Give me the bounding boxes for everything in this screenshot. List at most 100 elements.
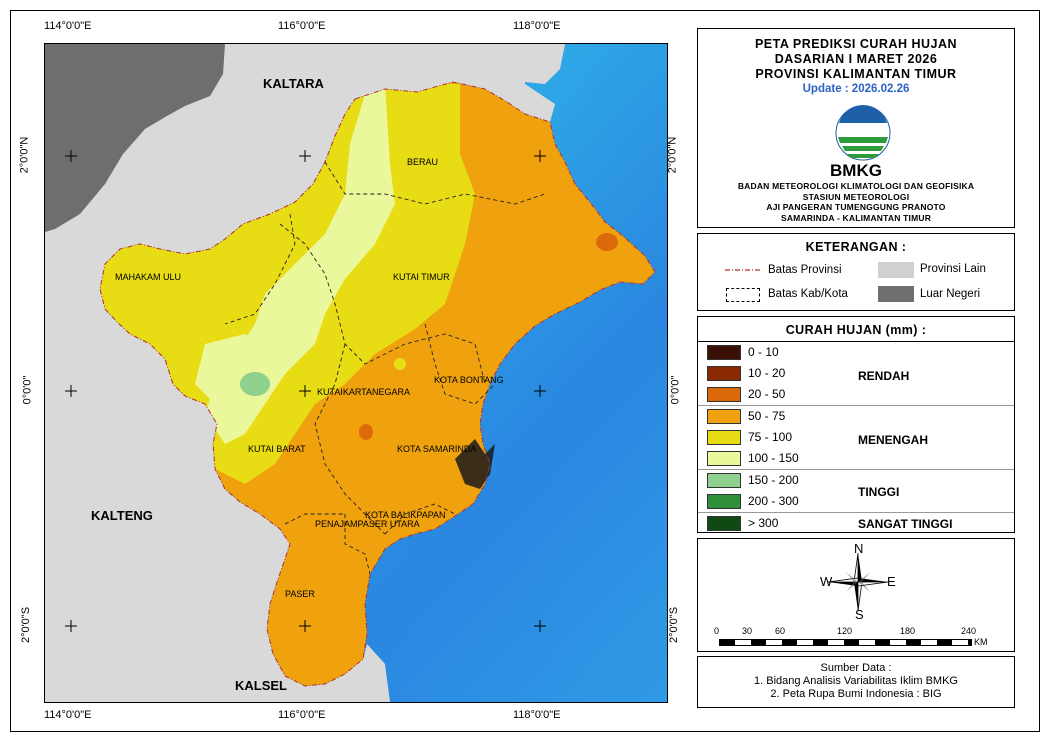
source-title: Sumber Data : — [820, 662, 892, 674]
scale-tick-120: 120 — [837, 626, 853, 636]
label-kota-bontang: KOTA BONTANG — [434, 375, 504, 385]
coord-bottom-114: 114°0'0"E — [44, 709, 92, 721]
rainfall-range: 20 - 50 — [748, 387, 786, 401]
rainfall-class-row: 10 - 20 — [698, 362, 1014, 383]
label-paser: PASER — [285, 589, 315, 599]
compass-rose-icon — [827, 552, 889, 612]
coord-left-2s: 2°0'0"S — [20, 606, 33, 644]
rainfall-swatch — [707, 516, 741, 531]
label-kota-samarinda: KOTA SAMARINDA — [397, 444, 476, 454]
label-kalsel: KALSEL — [235, 678, 287, 693]
legend-batas-kab: Batas Kab/Kota — [768, 288, 848, 300]
rainfall-range: 50 - 75 — [748, 409, 786, 423]
station-name: STASIUN METEOROLOGI — [802, 191, 910, 202]
rainfall-range: 200 - 300 — [748, 494, 799, 508]
rainfall-legend-panel: CURAH HUJAN (mm) : 0 - 10 10 - 20 20 - 5… — [697, 316, 1015, 533]
keterangan-title: KETERANGAN : — [805, 240, 907, 254]
rainfall-map: KALTARA KALTENG KALSEL BERAU MAHAKAM ULU… — [44, 43, 668, 703]
label-kutai-barat: KUTAI BARAT — [248, 444, 306, 454]
source-line2: 2. Peta Rupa Bumi Indonesia : BIG — [770, 688, 942, 700]
label-kota-balikpapan: KOTA BALIKPAPAN — [365, 510, 446, 520]
map-frame — [10, 10, 1040, 732]
other-province-swatch — [878, 262, 914, 278]
rainfall-class-row: 20 - 50 — [698, 383, 1014, 404]
scale-tick-180: 180 — [900, 626, 916, 636]
rainfall-range: 75 - 100 — [748, 430, 793, 444]
coord-top-114: 114°0'0"E — [44, 20, 92, 32]
update-date: Update : 2026.02.26 — [802, 83, 910, 95]
rainfall-swatch — [707, 494, 741, 509]
category-rendah: RENDAH — [858, 369, 910, 383]
coord-left-2n: 2°0'0"N — [18, 136, 31, 174]
compass-n: N — [854, 541, 864, 556]
rainfall-swatch — [707, 451, 741, 466]
legend-batas-provinsi: Batas Provinsi — [768, 264, 842, 276]
map-svg: KALTARA KALTENG KALSEL BERAU MAHAKAM ULU… — [45, 44, 667, 702]
source-line1: 1. Bidang Analisis Variabilitas Iklim BM… — [754, 675, 958, 687]
rainfall-class-row: 100 - 150 — [698, 447, 1014, 468]
coord-top-116: 116°0'0"E — [278, 20, 326, 32]
rainfall-class-row: 200 - 300 — [698, 490, 1014, 511]
category-tinggi: TINGGI — [858, 485, 900, 499]
rainfall-class-row: 75 - 100 — [698, 426, 1014, 447]
coord-bottom-116: 116°0'0"E — [278, 709, 326, 721]
rainfall-range: > 300 — [748, 516, 779, 530]
rainfall-range: 0 - 10 — [748, 345, 779, 359]
rainfall-swatch — [707, 430, 741, 445]
rainfall-range: 100 - 150 — [748, 451, 799, 465]
scale-tick-60: 60 — [775, 626, 786, 636]
label-kutai-kartanegara: KUTAIKARTANEGARA — [317, 387, 410, 397]
label-penajam-paser-utara: PENAJAMPASER UTARA — [315, 519, 420, 529]
coord-bottom-118: 118°0'0"E — [513, 709, 561, 721]
rainfall-swatch — [707, 387, 741, 402]
legend-provinsi-lain: Provinsi Lain — [920, 263, 986, 275]
map-title-line1: PETA PREDIKSI CURAH HUJAN — [754, 37, 958, 51]
province-boundary-symbol — [725, 269, 761, 271]
compass-scale-panel: N S E W 0 30 60 120 180 240 KM — [697, 538, 1015, 652]
rainfall-range: 10 - 20 — [748, 366, 786, 380]
rainfall-class-row: > 300 — [698, 512, 1014, 533]
coord-left-0: 0°0'0" — [21, 375, 34, 405]
rainfall-swatch — [707, 409, 741, 424]
label-mahakam-ulu: MAHAKAM ULU — [115, 272, 181, 282]
rainfall-class-row: 50 - 75 — [698, 405, 1014, 426]
label-kalteng: KALTENG — [91, 508, 153, 523]
coord-right-2s: 2°0'0"S — [668, 606, 681, 644]
rainfall-class-row: 0 - 10 — [698, 341, 1014, 362]
category-sangat-tinggi: SANGAT TINGGI — [858, 517, 953, 531]
rainfall-swatch — [707, 473, 741, 488]
rainfall-swatch — [707, 366, 741, 381]
station-location: SAMARINDA - KALIMANTAN TIMUR — [780, 212, 932, 223]
scale-tick-30: 30 — [742, 626, 753, 636]
rainfall-legend-title: CURAH HUJAN (mm) : — [785, 323, 927, 337]
map-title-line2: DASARIAN I MARET 2026 — [774, 52, 938, 66]
coord-right-2n: 2°0'0"N — [666, 136, 679, 174]
legend-luar-negeri: Luar Negeri — [920, 288, 981, 300]
kab-boundary-symbol — [726, 288, 760, 302]
foreign-country-swatch — [878, 286, 914, 302]
rainfall-swatch — [707, 345, 741, 360]
scale-tick-240: 240 — [961, 626, 977, 636]
rainfall-range: 150 - 200 — [748, 473, 799, 487]
station-full-name: AJI PANGERAN TUMENGGUNG PRANOTO — [766, 202, 946, 212]
source-panel: Sumber Data : 1. Bidang Analisis Variabi… — [697, 656, 1015, 708]
rainfall-class-row: 150 - 200 — [698, 469, 1014, 490]
category-menengah: MENENGAH — [858, 433, 929, 447]
agency-name: BADAN METEOROLOGI KLIMATOLOGI DAN GEOFIS… — [737, 181, 975, 191]
title-panel: PETA PREDIKSI CURAH HUJAN DASARIAN I MAR… — [697, 28, 1015, 228]
compass-e: E — [887, 574, 896, 589]
scale-unit: KM — [974, 637, 988, 647]
bmkg-logo-icon — [835, 105, 891, 161]
keterangan-panel: KETERANGAN : Batas Provinsi Batas Kab/Ko… — [697, 233, 1015, 311]
compass-s: S — [855, 607, 864, 622]
map-title-line3: PROVINSI KALIMANTAN TIMUR — [755, 67, 957, 81]
bmkg-logo — [833, 105, 893, 165]
label-berau: BERAU — [407, 157, 438, 167]
bmkg-logo-text: BMKG — [830, 161, 882, 180]
label-kaltara: KALTARA — [263, 76, 325, 91]
scale-bar — [719, 639, 972, 646]
coord-right-0: 0°0'0" — [669, 375, 682, 405]
compass-w: W — [820, 574, 833, 589]
coord-top-118: 118°0'0"E — [513, 20, 561, 32]
scale-tick-0: 0 — [714, 626, 720, 636]
